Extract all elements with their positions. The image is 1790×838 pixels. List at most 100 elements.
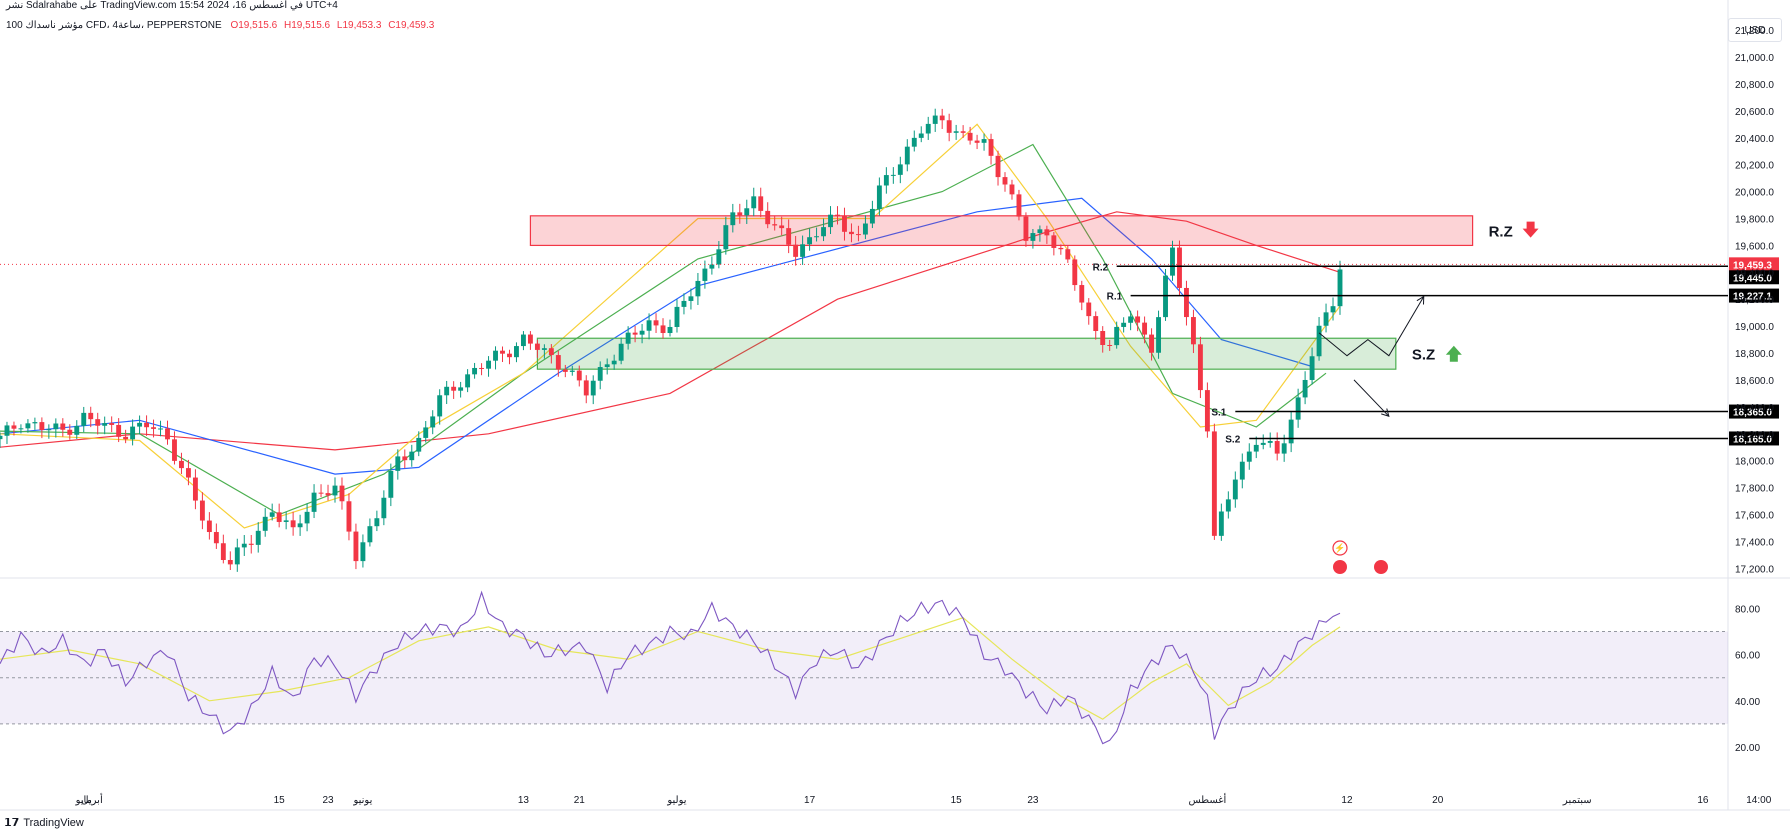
candle-body (339, 485, 345, 502)
candle-body (1204, 390, 1210, 432)
candle-body (625, 332, 631, 344)
candle-body (555, 355, 561, 370)
candle-body (1337, 269, 1343, 307)
candle-body (653, 320, 659, 326)
candle-body (1002, 177, 1008, 185)
candle-body (842, 216, 847, 232)
candle-body (1128, 316, 1134, 323)
time-tick: أغسطس (1188, 793, 1226, 806)
rsi-tick: 80.00 (1735, 604, 1760, 615)
candle-body (0, 435, 3, 440)
currency-button[interactable]: USD (1728, 18, 1782, 42)
level-price-box (1729, 404, 1779, 419)
candle-body (1316, 325, 1322, 357)
candle-body (172, 439, 177, 461)
candle-body (1065, 249, 1071, 260)
candle-body (988, 139, 994, 156)
candle-body (53, 423, 59, 430)
price-tick: 18,200.0 (1735, 430, 1774, 441)
candle-body (213, 532, 219, 544)
us-flag-icon[interactable] (1333, 560, 1347, 574)
candle-body (88, 412, 94, 420)
candle-body (744, 208, 750, 216)
candle-body (60, 423, 66, 430)
candle-body (646, 320, 652, 331)
candle-body (918, 133, 924, 138)
price-tick: 19,800.0 (1735, 215, 1774, 226)
candle-body (109, 423, 115, 425)
candle-body (1030, 233, 1036, 241)
candle-body (234, 547, 240, 565)
moving-average-line (0, 211, 1341, 451)
candle-body (430, 416, 436, 428)
candle-body (632, 332, 638, 335)
earnings-event-icon[interactable] (1332, 540, 1348, 556)
candle-body (1051, 235, 1057, 248)
current-price-box (1729, 257, 1779, 272)
candle-body (360, 542, 366, 562)
candle-body (500, 350, 505, 354)
candle-body (1163, 275, 1168, 318)
candle-body (11, 425, 17, 429)
price-tick: 21,200.0 (1735, 26, 1774, 37)
moving-averages (0, 123, 1341, 529)
candle-body (95, 419, 101, 426)
moving-average-line (0, 143, 1327, 516)
candle-body (611, 360, 617, 365)
candle-body (269, 512, 275, 517)
candle-body (618, 343, 624, 361)
candle-body (639, 330, 645, 335)
rsi-pane (0, 590, 1728, 745)
zone-label: R.Z (1489, 224, 1513, 241)
level-label: R.2 (1093, 262, 1109, 273)
candle-body (960, 131, 966, 133)
candle-body (116, 424, 122, 437)
candle-body (1114, 326, 1120, 346)
rsi-tick: 60.00 (1735, 651, 1760, 662)
candle-body (1218, 511, 1224, 536)
candle-body (765, 210, 771, 225)
candle-body (604, 364, 610, 368)
rsi-signal-line (0, 617, 1341, 720)
candle-body (1225, 499, 1231, 512)
time-tick: أبريل (81, 793, 103, 806)
candle-body (241, 543, 247, 548)
candle-body (458, 387, 464, 391)
candle-body (1072, 259, 1078, 286)
candle-body (737, 212, 743, 216)
moving-average-line (0, 123, 1341, 529)
time-tick: مايو (75, 795, 92, 806)
price-tick: 20,600.0 (1735, 107, 1774, 118)
us-flag-icon[interactable] (1374, 560, 1388, 574)
candle-body (1239, 461, 1245, 480)
candle-body (1330, 306, 1336, 313)
candle-body (227, 559, 233, 565)
candle-body (869, 208, 875, 224)
candle-body (39, 422, 45, 431)
arrow-up-icon (1445, 345, 1462, 362)
price-tick: 17,800.0 (1735, 484, 1774, 495)
candle-body (1246, 451, 1252, 462)
candle-body (821, 227, 826, 237)
price-tick: 17,200.0 (1735, 564, 1774, 575)
candle-body (576, 370, 582, 381)
time-tick: 23 (1027, 795, 1039, 806)
price-tick: 17,600.0 (1735, 510, 1774, 521)
current-price-label: 19,459.3 (1733, 260, 1772, 271)
candle-body (451, 386, 457, 391)
candle-body (786, 228, 792, 245)
candle-body (67, 429, 73, 435)
level-price-label: 19,227.1 (1733, 292, 1772, 303)
candle-body (255, 530, 261, 545)
price-tick: 19,600.0 (1735, 241, 1774, 252)
candle-body (179, 460, 184, 469)
candle-body (1267, 441, 1273, 443)
candle-body (465, 374, 471, 388)
publisher-line: نشر Sdalrahabe على TradingView.com في أغ… (6, 0, 338, 11)
candle-body (667, 326, 673, 334)
candle-body (165, 428, 170, 440)
candle-body (4, 425, 10, 436)
candle-body (590, 380, 596, 396)
rsi-tick: 20.00 (1735, 743, 1760, 754)
